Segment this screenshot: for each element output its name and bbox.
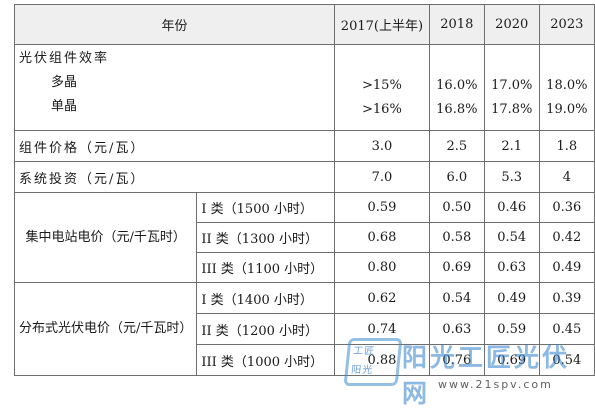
distributed-row-2: II 类（1200 小时） 0.74 0.63 0.59 0.45 [15,313,595,345]
mono-2018: 16.8% [436,101,478,117]
distributed-class-1: I 类（1400 小时） [196,282,335,314]
pv-price-table: 年份 2017(上半年) 2018 2020 2023 光伏组件效率 多晶 单晶… [13,4,595,376]
distributed-class-2: II 类（1200 小时） [196,313,335,345]
efficiency-2023: 18.0% 19.0% [538,44,595,131]
year-header: 年份 [14,4,335,45]
module-price-row: 组件价格（元/瓦） 3.0 2.5 2.1 1.8 [14,130,595,162]
distributed-2-2020: 0.59 [483,313,540,345]
central-2-2023: 0.42 [538,222,595,253]
central-3-2017: 0.80 [333,252,430,283]
central-class-1: I 类（1500 小时） [196,192,335,223]
poly-2020: 17.0% [491,77,533,93]
distributed-class-3: III 类（1000 小时） [196,344,335,376]
year-col-2017: 2017(上半年) [333,4,430,45]
central-3-2023: 0.49 [538,252,595,283]
central-1-2017: 0.59 [333,192,430,223]
central-row-3: III 类（1100 小时） 0.80 0.69 0.63 0.49 [15,252,595,283]
distributed-1-2020: 0.49 [483,282,540,314]
poly-label: 多晶 [51,75,78,90]
year-col-2020: 2020 [483,4,540,45]
mono-2020: 17.8% [491,101,533,117]
central-3-2018: 0.69 [428,252,485,283]
module-price-2023: 1.8 [538,130,595,162]
mono-label: 单晶 [51,99,78,114]
central-class-3: III 类（1100 小时） [196,252,335,283]
efficiency-label: 光伏组件效率 [19,51,110,66]
module-price-2017: 3.0 [333,130,430,162]
central-row-2: II 类（1300 小时） 0.68 0.58 0.54 0.42 [15,222,595,253]
poly-2023: 18.0% [546,77,588,93]
module-price-2020: 2.1 [483,130,540,162]
efficiency-2020: 17.0% 17.8% [483,44,540,131]
central-row-1: 集中电站电价（元/千瓦时） I 类（1500 小时） 0.59 0.50 0.4… [13,192,595,283]
header-row: 年份 2017(上半年) 2018 2020 2023 [14,4,595,45]
mono-2017: >16% [362,101,402,117]
system-invest-2017: 7.0 [333,161,430,193]
efficiency-row: 光伏组件效率 多晶 单晶 >15% >16% 16.0% 16.8% 17.0%… [14,44,595,131]
distributed-3-2020: 0.69 [483,344,540,376]
distributed-2-2023: 0.45 [538,313,595,345]
central-class-2: II 类（1300 小时） [196,222,335,253]
distributed-row-1: 分布式光伏电价（元/千瓦时） I 类（1400 小时） 0.62 0.54 0.… [13,282,595,376]
module-price-label: 组件价格（元/瓦） [14,130,335,162]
distributed-1-2023: 0.39 [538,282,595,314]
central-1-2020: 0.46 [483,192,540,223]
distributed-1-2017: 0.62 [333,282,430,314]
year-col-2018: 2018 [428,4,485,45]
year-col-2023: 2023 [538,4,595,45]
distributed-2-2018: 0.63 [428,313,485,345]
system-invest-2023: 4 [538,161,595,193]
system-invest-label: 系统投资（元/瓦） [14,161,335,193]
central-group-label: 集中电站电价（元/千瓦时） [13,192,198,283]
watermark-url: www.21spv.com [438,378,553,391]
efficiency-label-cell: 光伏组件效率 多晶 单晶 [14,44,335,131]
poly-2018: 16.0% [436,77,478,93]
poly-2017: >15% [362,77,402,93]
mono-2023: 19.0% [546,101,588,117]
central-1-2018: 0.50 [428,192,485,223]
distributed-3-2018: 0.76 [428,344,485,376]
distributed-3-2017: 0.88 [333,344,430,376]
distributed-3-2023: 0.54 [538,344,595,376]
central-2-2017: 0.68 [333,222,430,253]
central-2-2018: 0.58 [428,222,485,253]
central-3-2020: 0.63 [483,252,540,283]
efficiency-2017: >15% >16% [333,44,430,131]
module-price-2018: 2.5 [428,130,485,162]
system-invest-row: 系统投资（元/瓦） 7.0 6.0 5.3 4 [14,161,595,193]
system-invest-2020: 5.3 [483,161,540,193]
central-2-2020: 0.54 [483,222,540,253]
distributed-row-3: III 类（1000 小时） 0.88 0.76 0.69 0.54 [15,344,595,376]
distributed-group-label: 分布式光伏电价（元/千瓦时） [13,282,198,376]
distributed-1-2018: 0.54 [428,282,485,314]
distributed-2-2017: 0.74 [333,313,430,345]
system-invest-2018: 6.0 [428,161,485,193]
efficiency-2018: 16.0% 16.8% [428,44,485,131]
central-1-2023: 0.36 [538,192,595,223]
